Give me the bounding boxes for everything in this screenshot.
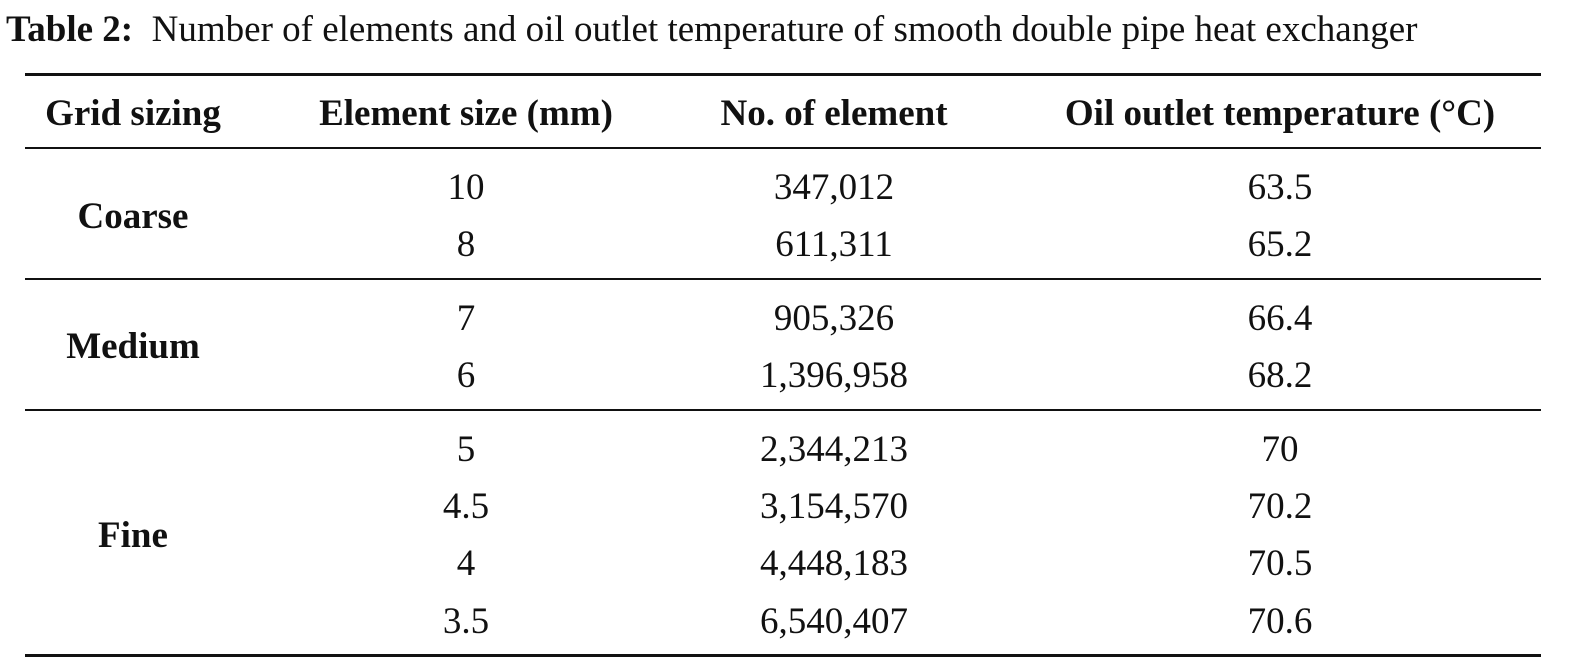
top-rule (25, 73, 1541, 76)
cell: 6 (456, 355, 476, 397)
header-cell: No. of element (720, 93, 948, 134)
header-cell: Oil outlet temperature (°C) (1064, 93, 1496, 134)
caption-text: Number of elements and oil outlet temper… (151, 9, 1418, 50)
cell: 8 (456, 224, 476, 266)
cell: 3.5 (442, 600, 490, 642)
group-rule (25, 408, 1541, 411)
cell: 905,326 (773, 297, 895, 339)
caption-label: Table 2: (6, 9, 134, 50)
bottom-rule (25, 654, 1541, 657)
cell: 66.4 (1247, 297, 1313, 339)
cell: 63.5 (1247, 167, 1313, 208)
cell: 4,448,183 (760, 543, 908, 585)
cell: 611,311 (775, 224, 893, 266)
cell: 7 (456, 297, 476, 339)
cell: 70.2 (1247, 485, 1313, 527)
group-label: Coarse (77, 195, 189, 237)
cell: 70.6 (1247, 600, 1313, 642)
group-label: Medium (66, 326, 200, 368)
header-cell: Element size (mm) (319, 93, 613, 134)
cell: 10 (447, 167, 485, 208)
cell: 347,012 (773, 167, 895, 208)
cell: 3,154,570 (760, 485, 908, 527)
cell: 1,396,958 (760, 355, 908, 397)
cell: 5 (456, 428, 476, 470)
caption: Table 2: Number of elements and oil outl… (6, 8, 1417, 52)
cell: 65.2 (1247, 224, 1313, 266)
cell: 4 (456, 543, 476, 585)
cell: 4.5 (442, 485, 490, 527)
cell: 68.2 (1247, 355, 1313, 397)
header-rule (25, 147, 1541, 149)
cell: 70.5 (1247, 543, 1313, 585)
header-cell: Grid sizing (45, 93, 221, 134)
group-label: Fine (98, 514, 168, 556)
cell: 6,540,407 (760, 600, 908, 642)
cell: 2,344,213 (760, 428, 908, 470)
cell: 70 (1261, 428, 1299, 470)
group-rule (25, 277, 1541, 280)
